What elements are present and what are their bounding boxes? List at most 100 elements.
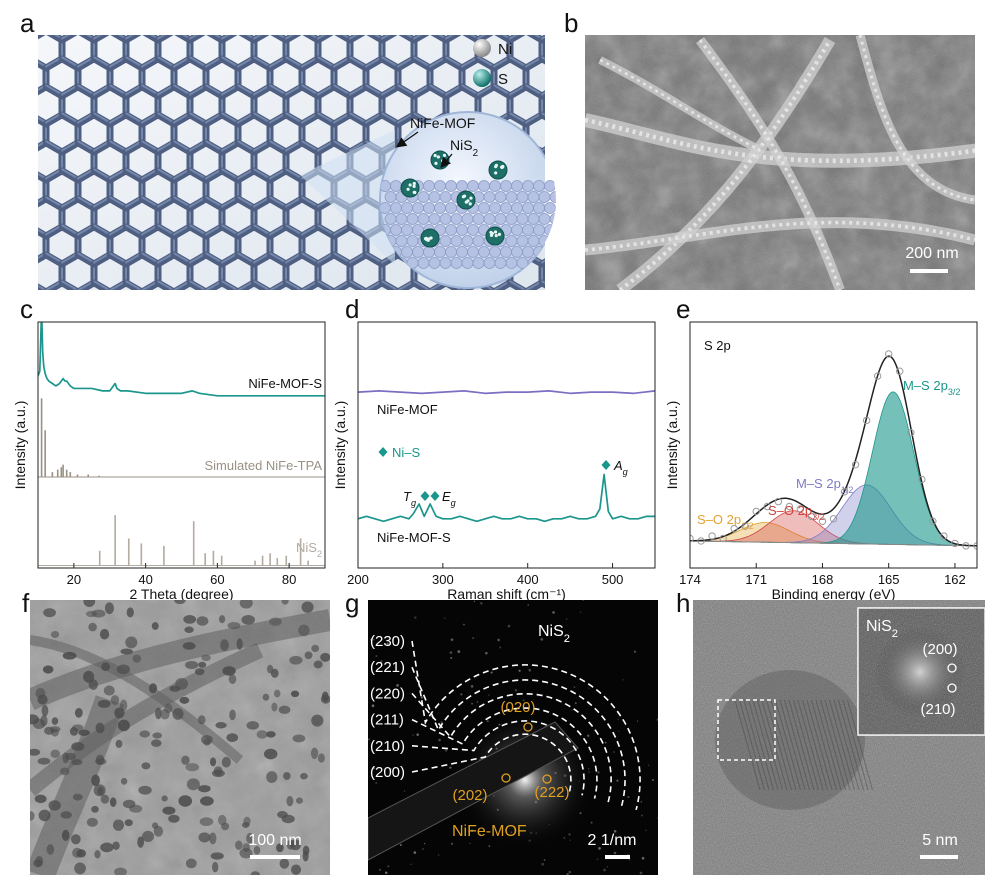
component-label-main: M–S 2p: [796, 476, 841, 491]
mof-spot-marker: [542, 774, 552, 784]
selected-area: [717, 699, 776, 761]
particle-atom: [434, 161, 438, 165]
diffraction-speck: [473, 600, 476, 603]
mof-strut: [363, 279, 386, 290]
diffraction-speck: [543, 859, 546, 861]
label-arrow: [395, 131, 419, 148]
mof-strut: [74, 223, 98, 240]
mof-strut-highlight: [477, 56, 495, 68]
spot-label: (200): [922, 641, 957, 658]
lattice-atom: [434, 180, 446, 192]
zoom-cone: [300, 130, 395, 265]
lattice-atom: [417, 257, 430, 269]
lattice-atom: [439, 257, 452, 269]
mof-strut-highlight: [301, 196, 319, 208]
mof-strut: [218, 195, 242, 212]
scale-bar-label: 100 nm: [248, 832, 301, 849]
lattice-fringe: [806, 699, 833, 791]
raw-point: [697, 537, 705, 545]
mof-strut: [538, 35, 545, 44]
peak-annotation-main: E: [442, 489, 451, 504]
lattice-fringe: [756, 699, 784, 791]
mof-strut-highlight: [333, 84, 351, 96]
mof-strut: [14, 199, 30, 208]
diffraction-speck: [449, 766, 452, 769]
lattice-atom: [516, 235, 529, 247]
phase-label: NiS2: [866, 618, 898, 640]
mof-strut-highlight: [205, 252, 223, 264]
diffraction-speck: [424, 842, 426, 845]
mof-strut-highlight: [61, 168, 79, 180]
raw-point: [785, 502, 794, 511]
mof-strut: [154, 279, 177, 290]
diffraction-speck: [552, 611, 555, 614]
mof-strut: [250, 195, 274, 212]
mof-strut-highlight: [253, 56, 271, 68]
mof-strut: [267, 279, 290, 290]
diffraction-speck: [627, 795, 630, 799]
particle-atom: [468, 202, 472, 206]
component-label-sub: 3/2: [948, 387, 961, 397]
lattice-fringe: [779, 699, 806, 791]
mof-strut: [42, 55, 66, 72]
lattice-fringe: [797, 699, 824, 791]
diffraction-speck: [469, 842, 471, 845]
panel-letter: g: [345, 588, 359, 618]
nanocrystal: [715, 670, 865, 810]
mof-strut-highlight: [93, 168, 111, 180]
mof-strut: [186, 279, 209, 290]
lattice-atom: [417, 213, 430, 225]
mof-strut: [90, 251, 114, 268]
mof-strut: [218, 83, 242, 100]
diffraction-speck: [399, 843, 402, 847]
lattice-fringe: [819, 699, 847, 791]
mof-strut-highlight: [38, 172, 47, 180]
mof-strut-highlight: [125, 56, 143, 68]
mof-strut: [58, 139, 82, 156]
diffraction-speck: [375, 781, 378, 784]
mof-strut: [558, 255, 574, 264]
raw-point: [907, 429, 915, 437]
mof-strut: [558, 115, 574, 124]
raw-point: [929, 517, 937, 525]
mof-strut: [442, 83, 466, 100]
diffraction-speck: [371, 704, 375, 708]
diffraction-speck: [617, 718, 619, 721]
lattice-fringe: [810, 699, 838, 791]
structure-label-main: NiS: [450, 137, 473, 153]
mof-strut: [186, 35, 206, 44]
mof-strut-highlight: [237, 252, 255, 264]
diffraction-speck: [471, 702, 473, 705]
ring-label: (220): [370, 685, 405, 702]
structure-label-sub: 2: [473, 148, 478, 159]
mof-strut-highlight: [205, 140, 223, 152]
diffraction-speck: [413, 851, 417, 854]
lattice-atom: [390, 180, 402, 192]
mof-strut: [203, 279, 226, 290]
lattice-atom: [505, 213, 518, 225]
lattice-atom: [461, 235, 474, 247]
raw-point: [884, 350, 893, 358]
peak-annotation: Ni–S: [392, 445, 421, 460]
mof-strut-highlight: [45, 140, 63, 152]
lattice-atom: [538, 213, 551, 225]
particle-atom: [490, 231, 494, 235]
mof-strut-highlight: [173, 84, 191, 96]
mof-strut-highlight: [141, 140, 159, 152]
lattice-atom: [445, 202, 457, 214]
mof-strut-highlight: [413, 35, 423, 40]
mof-strut-highlight: [61, 224, 79, 236]
lattice-atom: [467, 224, 479, 236]
diffraction-speck: [565, 618, 568, 620]
particle-atom: [442, 153, 447, 157]
raw-point: [763, 502, 771, 511]
diffraction-speck: [522, 699, 525, 702]
component-label-sub: 1/2: [841, 485, 854, 495]
mof-strut: [538, 279, 545, 289]
mof-strut: [58, 35, 78, 44]
diffraction-speck: [527, 604, 530, 606]
fft-spot-marker: [947, 683, 957, 693]
phase-label-main: NiS: [866, 618, 892, 635]
lattice-atom: [428, 257, 441, 269]
lattice-atom: [538, 191, 551, 203]
